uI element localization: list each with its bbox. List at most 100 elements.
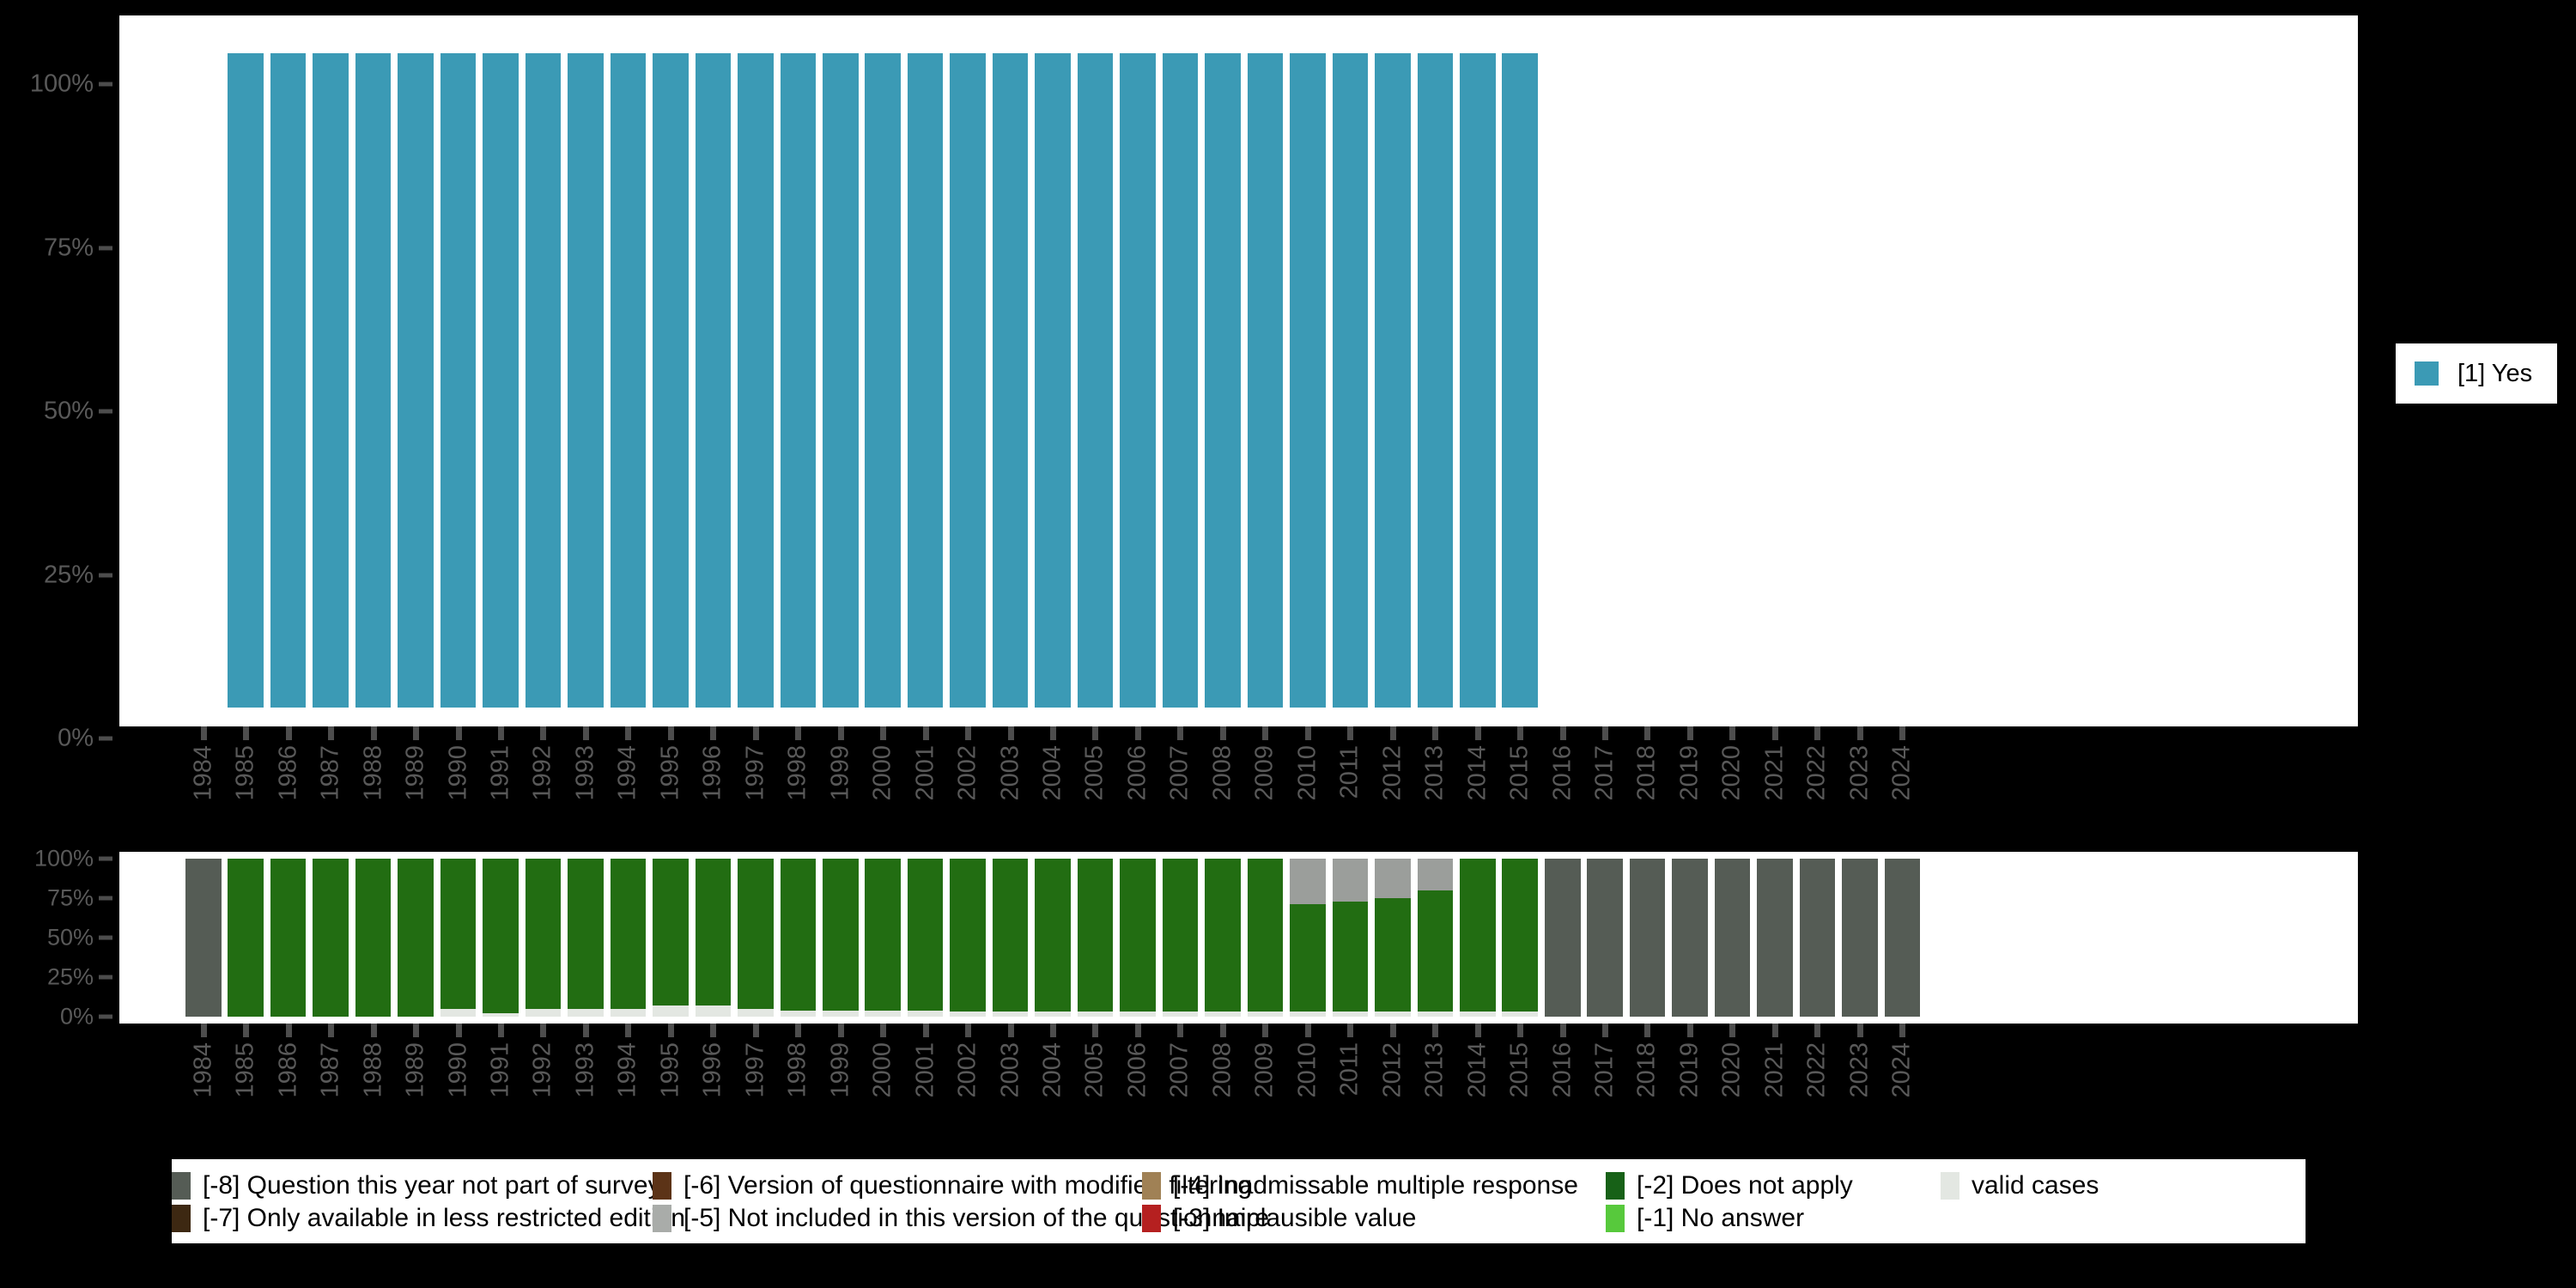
bottom-bar-segment[interactable] <box>355 859 392 1017</box>
bottom-bar-segment[interactable] <box>1417 890 1454 1012</box>
bottom-bar-slot[interactable] <box>479 859 521 1017</box>
top-bar[interactable] <box>270 53 307 708</box>
bottom-bar-segment[interactable] <box>610 859 647 1009</box>
top-bar[interactable] <box>780 53 817 708</box>
bottom-bar-stack[interactable] <box>1120 859 1156 1017</box>
bottom-bar-slot[interactable] <box>1796 859 1838 1017</box>
top-bar-slot[interactable] <box>819 53 861 708</box>
bottom-bar-segment[interactable] <box>865 1010 901 1017</box>
bottom-bar-slot[interactable] <box>564 859 606 1017</box>
bottom-bar-stack[interactable] <box>1375 859 1411 1017</box>
bottom-bar-segment[interactable] <box>1162 859 1199 1012</box>
top-bar[interactable] <box>1120 53 1156 708</box>
bottom-bar-slot[interactable] <box>182 859 224 1017</box>
bottom-bar-segment[interactable] <box>1205 859 1241 1012</box>
bottom-bar-segment[interactable] <box>1757 859 1793 1017</box>
bottom-bar-segment[interactable] <box>780 859 817 1011</box>
top-bar-slot[interactable] <box>1626 53 1668 708</box>
top-bar-slot[interactable] <box>1159 53 1201 708</box>
top-bar[interactable] <box>440 53 477 708</box>
top-bar[interactable] <box>653 53 689 708</box>
bottom-bar-stack[interactable] <box>865 859 901 1017</box>
top-bar[interactable] <box>1460 53 1496 708</box>
bottom-bar-slot[interactable] <box>267 859 309 1017</box>
bottom-bar-segment[interactable] <box>1502 859 1539 1012</box>
bottom-bar-slot[interactable] <box>224 859 266 1017</box>
bottom-bar-slot[interactable] <box>1329 859 1371 1017</box>
bottom-bar-segment[interactable] <box>1035 859 1071 1012</box>
bottom-bar-stack[interactable] <box>780 859 817 1017</box>
bottom-bar-stack[interactable] <box>738 859 774 1017</box>
top-bar-slot[interactable] <box>862 53 904 708</box>
bottom-bar-slot[interactable] <box>649 859 691 1017</box>
top-bar-slot[interactable] <box>267 53 309 708</box>
top-bar-slot[interactable] <box>1329 53 1371 708</box>
bottom-bar-stack[interactable] <box>1162 859 1199 1017</box>
top-bar-slot[interactable] <box>1753 53 1795 708</box>
bottom-bar-slot[interactable] <box>1881 859 1923 1017</box>
bottom-bar-slot[interactable] <box>1711 859 1753 1017</box>
bottom-bar-segment[interactable] <box>525 1008 562 1017</box>
top-bar[interactable] <box>355 53 392 708</box>
bottom-bar-segment[interactable] <box>1544 859 1581 1017</box>
top-bar[interactable] <box>483 53 519 708</box>
top-bar-slot[interactable] <box>1371 53 1413 708</box>
bottom-bar-segment[interactable] <box>483 859 519 1014</box>
bottom-bar-segment[interactable] <box>185 859 222 1017</box>
bottom-bar-segment[interactable] <box>1629 859 1666 1017</box>
bottom-bar-stack[interactable] <box>185 859 222 1017</box>
bottom-bar-slot[interactable] <box>1244 859 1286 1017</box>
bottom-bar-stack[interactable] <box>568 859 604 1017</box>
top-bar-slot[interactable] <box>1031 53 1073 708</box>
bottom-bar-slot[interactable] <box>1414 859 1456 1017</box>
top-bar-slot[interactable] <box>1838 53 1880 708</box>
bottom-bar-slot[interactable] <box>522 859 564 1017</box>
bottom-bar-segment[interactable] <box>1587 859 1623 1017</box>
bottom-bar-segment[interactable] <box>1884 859 1921 1017</box>
bottom-bar-slot[interactable] <box>734 859 776 1017</box>
bottom-bar-slot[interactable] <box>777 859 819 1017</box>
top-bar-slot[interactable] <box>182 53 224 708</box>
bottom-bar-stack[interactable] <box>610 859 647 1017</box>
bottom-bar-segment[interactable] <box>610 1008 647 1017</box>
top-bar-slot[interactable] <box>1668 53 1710 708</box>
bottom-bar-segment[interactable] <box>1290 1012 1326 1017</box>
bottom-bar-segment[interactable] <box>780 1010 817 1017</box>
bottom-bar-slot[interactable] <box>1838 859 1880 1017</box>
bottom-bar-slot[interactable] <box>1371 859 1413 1017</box>
top-bar-slot[interactable] <box>437 53 479 708</box>
top-bar-slot[interactable] <box>1286 53 1328 708</box>
bottom-bar-slot[interactable] <box>1541 859 1583 1017</box>
top-bar-slot[interactable] <box>309 53 351 708</box>
top-bar-slot[interactable] <box>734 53 776 708</box>
bottom-bar-slot[interactable] <box>1159 859 1201 1017</box>
bottom-bar-slot[interactable] <box>1201 859 1243 1017</box>
bottom-bar-slot[interactable] <box>309 859 351 1017</box>
bottom-bar-segment[interactable] <box>1502 1012 1539 1017</box>
top-bar-slot[interactable] <box>352 53 394 708</box>
bottom-bar-stack[interactable] <box>1502 859 1539 1017</box>
bottom-bar-slot[interactable] <box>819 859 861 1017</box>
bottom-bar-slot[interactable] <box>946 859 988 1017</box>
bottom-bar-segment[interactable] <box>1417 859 1454 890</box>
bottom-bar-segment[interactable] <box>738 859 774 1009</box>
top-bar[interactable] <box>1417 53 1454 708</box>
top-bar-slot[interactable] <box>1881 53 1923 708</box>
bottom-bar-slot[interactable] <box>1286 859 1328 1017</box>
bottom-bar-segment[interactable] <box>738 1008 774 1017</box>
top-bar[interactable] <box>907 53 944 708</box>
bottom-bar-stack[interactable] <box>228 859 264 1017</box>
bottom-bar-slot[interactable] <box>437 859 479 1017</box>
bottom-bar-stack[interactable] <box>270 859 307 1017</box>
top-bar-slot[interactable] <box>522 53 564 708</box>
bottom-bar-stack[interactable] <box>1290 859 1326 1017</box>
top-bar-slot[interactable] <box>649 53 691 708</box>
bottom-bar-stack[interactable] <box>313 859 349 1017</box>
top-bar[interactable] <box>822 53 859 708</box>
top-bar-slot[interactable] <box>1116 53 1158 708</box>
bottom-bar-slot[interactable] <box>1456 859 1498 1017</box>
top-bar-slot[interactable] <box>1583 53 1625 708</box>
bottom-bar-stack[interactable] <box>653 859 689 1017</box>
top-bar[interactable] <box>950 53 986 708</box>
bottom-bar-segment[interactable] <box>695 859 732 1006</box>
